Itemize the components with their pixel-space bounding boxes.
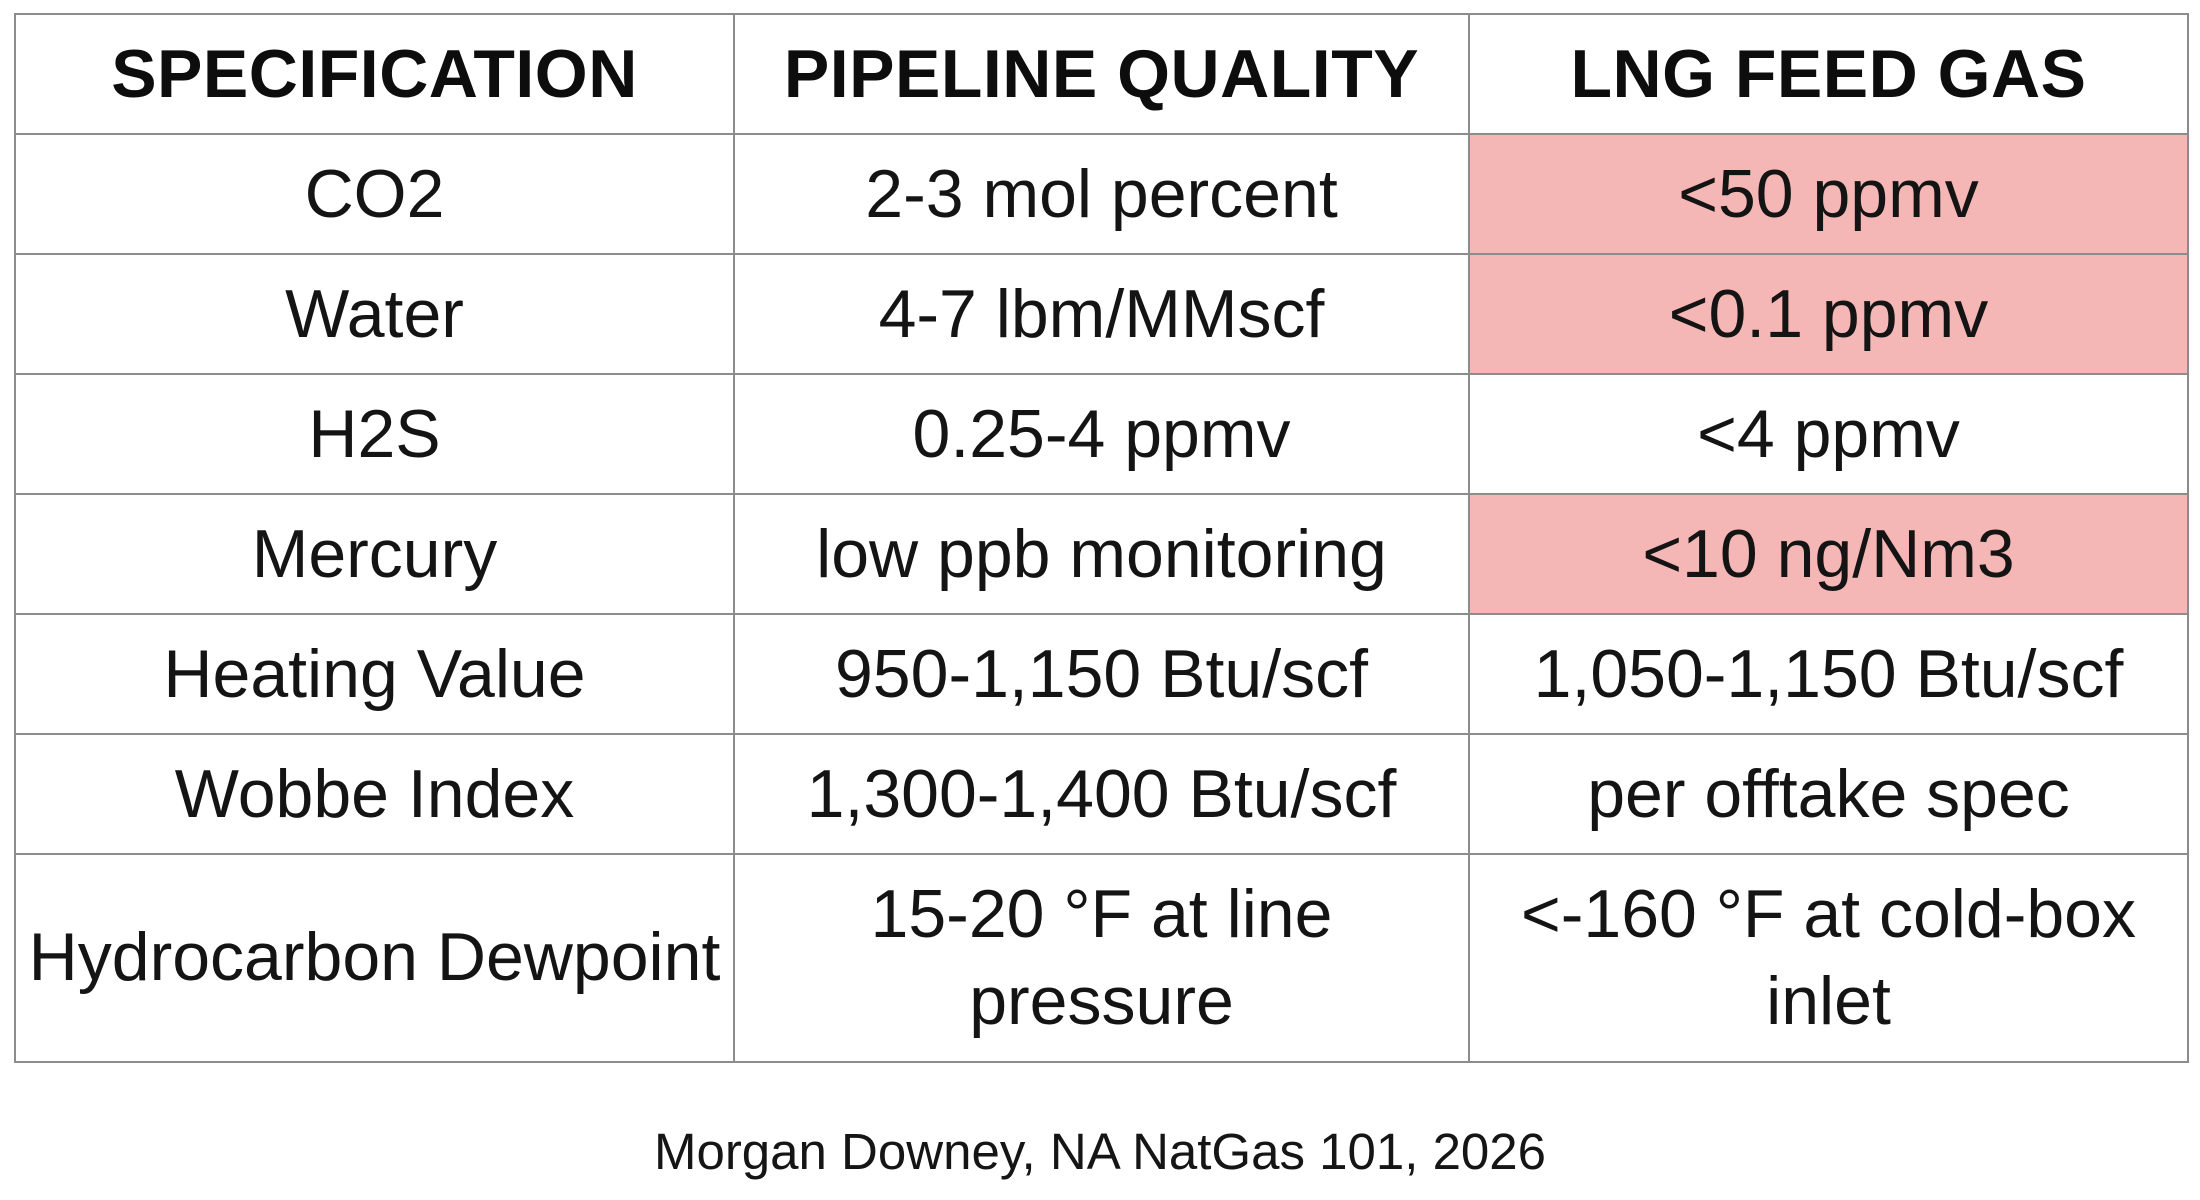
- spec-cell: Wobbe Index: [14, 733, 735, 855]
- source-credit: Morgan Downey, NA NatGas 101, 2026: [653, 1123, 1547, 1180]
- header-specification: SPECIFICATION: [14, 13, 735, 135]
- table-row: CO2 2-3 mol percent <50 ppmv: [14, 133, 2189, 255]
- specification-table: SPECIFICATION PIPELINE QUALITY LNG FEED …: [14, 13, 2189, 1063]
- lng-cell: per offtake spec: [1468, 733, 2189, 855]
- table-row: Mercury low ppb monitoring <10 ng/Nm3: [14, 493, 2189, 615]
- spec-cell: Heating Value: [14, 613, 735, 735]
- lng-cell: 1,050-1,150 Btu/scf: [1468, 613, 2189, 735]
- spec-cell: H2S: [14, 373, 735, 495]
- lng-cell: <50 ppmv: [1468, 133, 2189, 255]
- lng-cell: <4 ppmv: [1468, 373, 2189, 495]
- table-row: Hydrocarbon Dewpoint 15-20 °F at line pr…: [14, 853, 2189, 1063]
- pipeline-cell: 15-20 °F at line pressure: [733, 853, 1470, 1063]
- table-row: Water 4-7 lbm/MMscf <0.1 ppmv: [14, 253, 2189, 375]
- header-lng-feed-gas: LNG FEED GAS: [1468, 13, 2189, 135]
- lng-cell: <-160 °F at cold-box inlet: [1468, 853, 2189, 1063]
- pipeline-cell: 950-1,150 Btu/scf: [733, 613, 1470, 735]
- table-row: H2S 0.25-4 ppmv <4 ppmv: [14, 373, 2189, 495]
- spec-cell: Mercury: [14, 493, 735, 615]
- table-row: Heating Value 950-1,150 Btu/scf 1,050-1,…: [14, 613, 2189, 735]
- pipeline-cell: low ppb monitoring: [733, 493, 1470, 615]
- spec-cell: Hydrocarbon Dewpoint: [14, 853, 735, 1063]
- table-row: Wobbe Index 1,300-1,400 Btu/scf per offt…: [14, 733, 2189, 855]
- lng-cell: <0.1 ppmv: [1468, 253, 2189, 375]
- pipeline-cell: 2-3 mol percent: [733, 133, 1470, 255]
- lng-cell: <10 ng/Nm3: [1468, 493, 2189, 615]
- spec-cell: CO2: [14, 133, 735, 255]
- pipeline-cell: 0.25-4 ppmv: [733, 373, 1470, 495]
- pipeline-cell: 4-7 lbm/MMscf: [733, 253, 1470, 375]
- pipeline-cell: 1,300-1,400 Btu/scf: [733, 733, 1470, 855]
- header-row: SPECIFICATION PIPELINE QUALITY LNG FEED …: [14, 13, 2189, 135]
- spec-cell: Water: [14, 253, 735, 375]
- header-pipeline-quality: PIPELINE QUALITY: [733, 13, 1470, 135]
